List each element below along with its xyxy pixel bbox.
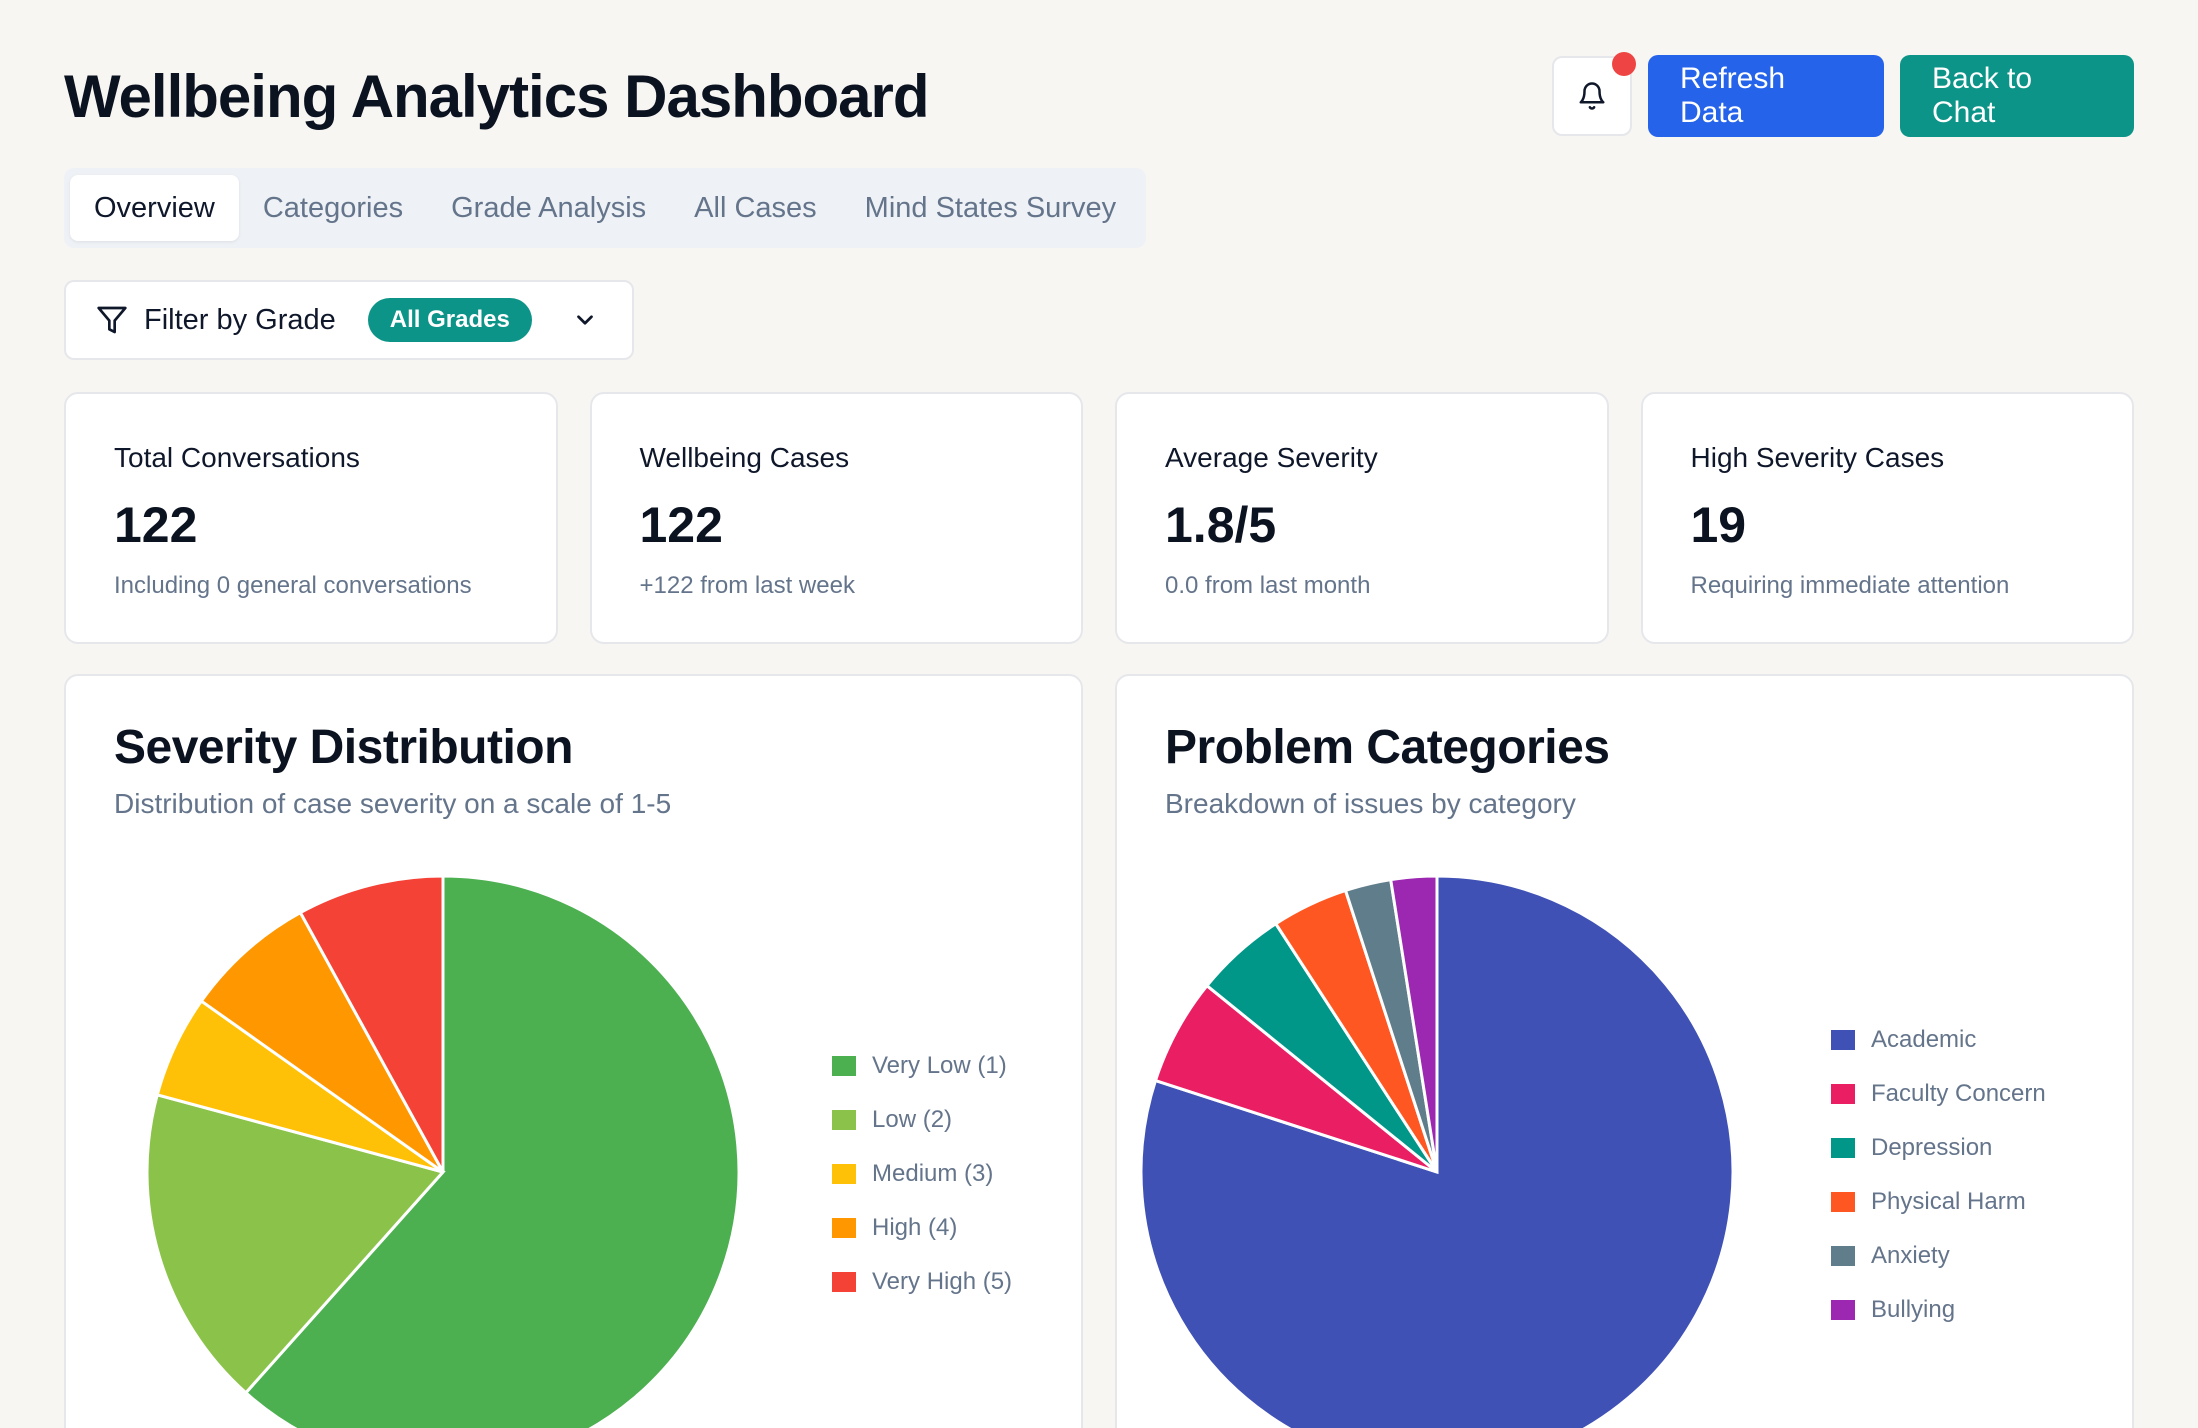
chart-subtitle: Distribution of case severity on a scale… — [114, 788, 672, 819]
stat-title: High Severity Cases — [1690, 442, 1945, 473]
legend-label: Academic — [1871, 1026, 1977, 1053]
stats-row: Total Conversations 122 Including 0 gene… — [64, 392, 2134, 644]
legend-item[interactable]: Very High (5) — [832, 1268, 1013, 1295]
legend-item[interactable]: Very Low (1) — [832, 1052, 1012, 1079]
legend-label: Very High (5) — [872, 1268, 1013, 1295]
grade-filter-dropdown[interactable]: Filter by Grade All Grades — [64, 280, 634, 360]
legend-swatch — [832, 1218, 856, 1238]
stat-title: Wellbeing Cases — [639, 442, 850, 473]
legend-label: Low (2) — [872, 1106, 953, 1133]
tab-overview[interactable]: Overview — [70, 175, 239, 241]
legend-item[interactable]: Academic — [1831, 1026, 2046, 1053]
legend-label: Physical Harm — [1871, 1188, 2026, 1215]
legend-swatch — [832, 1110, 856, 1130]
legend-item[interactable]: Medium (3) — [832, 1160, 1012, 1187]
legend-swatch — [1831, 1138, 1855, 1158]
stat-subtext: Including 0 general conversations — [114, 572, 472, 599]
stat-title: Total Conversations — [114, 442, 360, 473]
pie-slice-low-2[interactable] — [145, 1092, 446, 1395]
legend-label: Medium (3) — [872, 1160, 994, 1187]
legend-swatch — [1831, 1246, 1855, 1266]
legend-item[interactable]: Low (2) — [832, 1106, 1012, 1133]
legend-swatch — [1831, 1192, 1855, 1212]
stat-subtext: 0.0 from last month — [1165, 572, 1371, 599]
legend-swatch — [1831, 1084, 1855, 1104]
charts-row: Severity Distribution Distribution of ca… — [64, 674, 2134, 1428]
legend-swatch — [832, 1272, 856, 1292]
legend-item[interactable]: Anxiety — [1831, 1242, 2046, 1269]
chart-title: Severity Distribution — [114, 721, 573, 774]
notifications-button[interactable] — [1552, 52, 1636, 136]
stat-value: 122 — [639, 497, 723, 553]
legend-item[interactable]: Physical Harm — [1831, 1188, 2046, 1215]
legend-item[interactable]: Depression — [1831, 1134, 2046, 1161]
tab-all-cases[interactable]: All Cases — [694, 191, 817, 224]
selected-grade-badge: All Grades — [367, 298, 532, 342]
tab-bar: Overview Categories Grade Analysis All C… — [64, 168, 1147, 248]
stat-card-high-severity-cases: High Severity Cases 19 Requiring immedia… — [1640, 392, 2134, 644]
pie-slice-bullying[interactable] — [1388, 874, 1439, 1173]
legend-label: Anxiety — [1871, 1242, 1950, 1269]
legend-label: Faculty Concern — [1871, 1080, 2046, 1107]
severity-distribution-card: Severity Distribution Distribution of ca… — [64, 674, 1083, 1428]
pie-slice-high-4[interactable] — [199, 910, 445, 1174]
tab-mind-states-survey[interactable]: Mind States Survey — [864, 191, 1117, 224]
chart-subtitle: Breakdown of issues by category — [1165, 788, 1576, 819]
legend-swatch — [832, 1164, 856, 1184]
legend-label: Very Low (1) — [872, 1052, 1007, 1079]
legend-label: High (4) — [872, 1214, 958, 1241]
pie-slice-very-high-5[interactable] — [298, 874, 445, 1173]
legend-item[interactable]: Bullying — [1831, 1296, 2046, 1323]
legend-label: Depression — [1871, 1134, 1993, 1161]
severity-legend: Very Low (1) Low (2) Medium (3) High (4) Ver… — [832, 1052, 1013, 1295]
stat-title: Average Severity — [1165, 442, 1378, 473]
categories-pie-chart — [1139, 874, 1735, 1428]
pie-slice-very-low-1[interactable] — [243, 874, 741, 1428]
stat-card-total-conversations: Total Conversations 122 Including 0 gene… — [64, 392, 558, 644]
stat-card-average-severity: Average Severity 1.8/5 0.0 from last mon… — [1115, 392, 1609, 644]
stat-value: 19 — [1690, 497, 1747, 553]
legend-item[interactable]: High (4) — [832, 1214, 1012, 1241]
problem-categories-card: Problem Categories Breakdown of issues b… — [1115, 674, 2134, 1428]
legend-swatch — [1831, 1300, 1855, 1320]
legend-item[interactable]: Faculty Concern — [1831, 1080, 2046, 1107]
tab-categories[interactable]: Categories — [262, 191, 404, 224]
legend-swatch — [832, 1056, 856, 1076]
legend-label: Bullying — [1871, 1296, 1956, 1323]
chevron-down-icon — [572, 307, 598, 333]
filter-label: Filter by Grade — [144, 303, 336, 336]
legend-swatch — [1831, 1030, 1855, 1050]
filter-icon — [96, 304, 128, 336]
notification-dot — [1612, 52, 1636, 76]
refresh-data-button[interactable]: Refresh Data — [1648, 55, 1884, 137]
stat-card-wellbeing-cases: Wellbeing Cases 122 +122 from last week — [589, 392, 1083, 644]
chart-title: Problem Categories — [1165, 721, 1610, 774]
header-actions: Refresh Data Back to Chat — [1552, 52, 2134, 137]
header: Wellbeing Analytics Dashboard Refresh Da… — [64, 52, 2134, 140]
stat-value: 1.8/5 — [1165, 497, 1277, 553]
page-title: Wellbeing Analytics Dashboard — [64, 62, 930, 130]
back-to-chat-button[interactable]: Back to Chat — [1900, 55, 2134, 137]
stat-subtext: Requiring immediate attention — [1690, 572, 2010, 599]
stat-value: 122 — [114, 497, 198, 553]
severity-pie-chart — [145, 874, 741, 1428]
stat-subtext: +122 from last week — [639, 572, 855, 599]
categories-legend: Academic Faculty Concern Depression Physica… — [1831, 1026, 2046, 1323]
tab-grade-analysis[interactable]: Grade Analysis — [451, 191, 647, 224]
bell-icon — [1577, 81, 1607, 111]
